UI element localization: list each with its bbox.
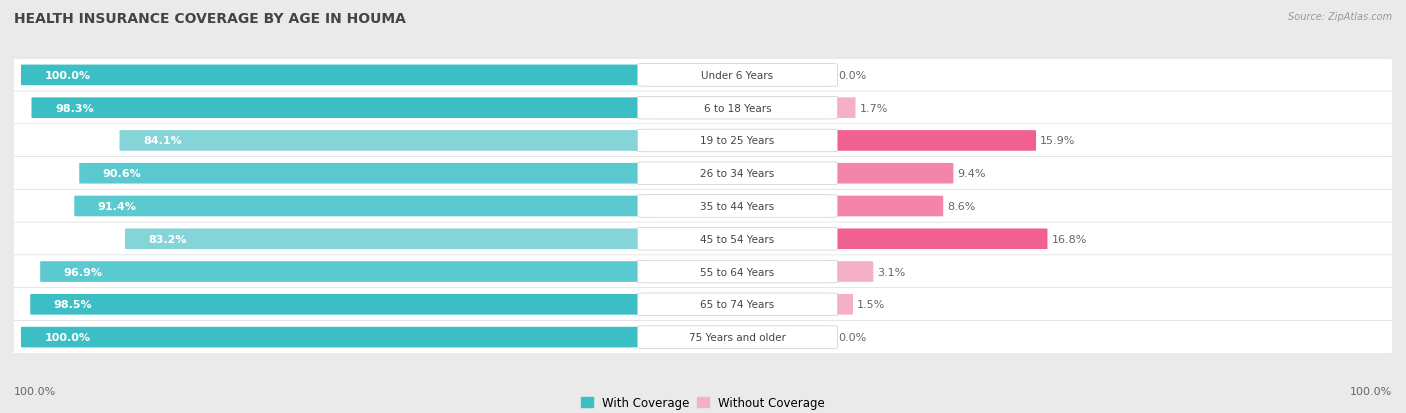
FancyBboxPatch shape [637, 163, 838, 185]
Text: 84.1%: 84.1% [143, 136, 181, 146]
FancyBboxPatch shape [637, 130, 838, 152]
FancyBboxPatch shape [7, 288, 1399, 321]
FancyBboxPatch shape [820, 327, 835, 348]
FancyBboxPatch shape [637, 97, 838, 120]
Text: 100.0%: 100.0% [45, 71, 90, 81]
FancyBboxPatch shape [820, 131, 1036, 152]
Text: 35 to 44 Years: 35 to 44 Years [700, 202, 775, 211]
Text: HEALTH INSURANCE COVERAGE BY AGE IN HOUMA: HEALTH INSURANCE COVERAGE BY AGE IN HOUM… [14, 12, 406, 26]
Text: Under 6 Years: Under 6 Years [702, 71, 773, 81]
Text: 0.0%: 0.0% [838, 332, 866, 342]
Text: 90.6%: 90.6% [103, 169, 142, 179]
FancyBboxPatch shape [637, 326, 838, 349]
Text: 0.0%: 0.0% [838, 71, 866, 81]
Text: Source: ZipAtlas.com: Source: ZipAtlas.com [1288, 12, 1392, 22]
FancyBboxPatch shape [125, 229, 655, 249]
FancyBboxPatch shape [7, 59, 1399, 93]
FancyBboxPatch shape [637, 195, 838, 218]
Text: 75 Years and older: 75 Years and older [689, 332, 786, 342]
Text: 19 to 25 Years: 19 to 25 Years [700, 136, 775, 146]
FancyBboxPatch shape [820, 98, 855, 119]
FancyBboxPatch shape [637, 293, 838, 316]
FancyBboxPatch shape [21, 327, 655, 348]
Text: 9.4%: 9.4% [957, 169, 986, 179]
FancyBboxPatch shape [820, 261, 873, 282]
Text: 1.7%: 1.7% [859, 103, 889, 114]
Text: 15.9%: 15.9% [1040, 136, 1076, 146]
FancyBboxPatch shape [41, 261, 655, 282]
FancyBboxPatch shape [31, 98, 655, 119]
Text: 83.2%: 83.2% [149, 234, 187, 244]
Text: 96.9%: 96.9% [63, 267, 103, 277]
FancyBboxPatch shape [820, 229, 1047, 249]
Text: 100.0%: 100.0% [14, 387, 56, 396]
FancyBboxPatch shape [7, 124, 1399, 158]
Text: 100.0%: 100.0% [1350, 387, 1392, 396]
FancyBboxPatch shape [820, 164, 953, 184]
Text: 26 to 34 Years: 26 to 34 Years [700, 169, 775, 179]
Text: 98.5%: 98.5% [53, 299, 93, 310]
FancyBboxPatch shape [637, 64, 838, 87]
FancyBboxPatch shape [31, 294, 655, 315]
Text: 1.5%: 1.5% [858, 299, 886, 310]
Text: 45 to 54 Years: 45 to 54 Years [700, 234, 775, 244]
FancyBboxPatch shape [7, 223, 1399, 256]
FancyBboxPatch shape [637, 261, 838, 283]
FancyBboxPatch shape [7, 190, 1399, 223]
FancyBboxPatch shape [820, 65, 835, 86]
FancyBboxPatch shape [7, 255, 1399, 289]
FancyBboxPatch shape [820, 294, 853, 315]
FancyBboxPatch shape [75, 196, 655, 217]
Text: 98.3%: 98.3% [55, 103, 94, 114]
Text: 6 to 18 Years: 6 to 18 Years [703, 103, 772, 114]
Legend: With Coverage, Without Coverage: With Coverage, Without Coverage [576, 392, 830, 413]
Text: 91.4%: 91.4% [97, 202, 136, 211]
FancyBboxPatch shape [120, 131, 655, 152]
FancyBboxPatch shape [7, 320, 1399, 354]
Text: 65 to 74 Years: 65 to 74 Years [700, 299, 775, 310]
FancyBboxPatch shape [21, 65, 655, 86]
Text: 100.0%: 100.0% [45, 332, 90, 342]
Text: 55 to 64 Years: 55 to 64 Years [700, 267, 775, 277]
Text: 16.8%: 16.8% [1052, 234, 1087, 244]
Text: 3.1%: 3.1% [877, 267, 905, 277]
FancyBboxPatch shape [820, 196, 943, 217]
FancyBboxPatch shape [637, 228, 838, 250]
FancyBboxPatch shape [7, 157, 1399, 190]
FancyBboxPatch shape [79, 164, 655, 184]
Text: 8.6%: 8.6% [948, 202, 976, 211]
FancyBboxPatch shape [7, 92, 1399, 125]
